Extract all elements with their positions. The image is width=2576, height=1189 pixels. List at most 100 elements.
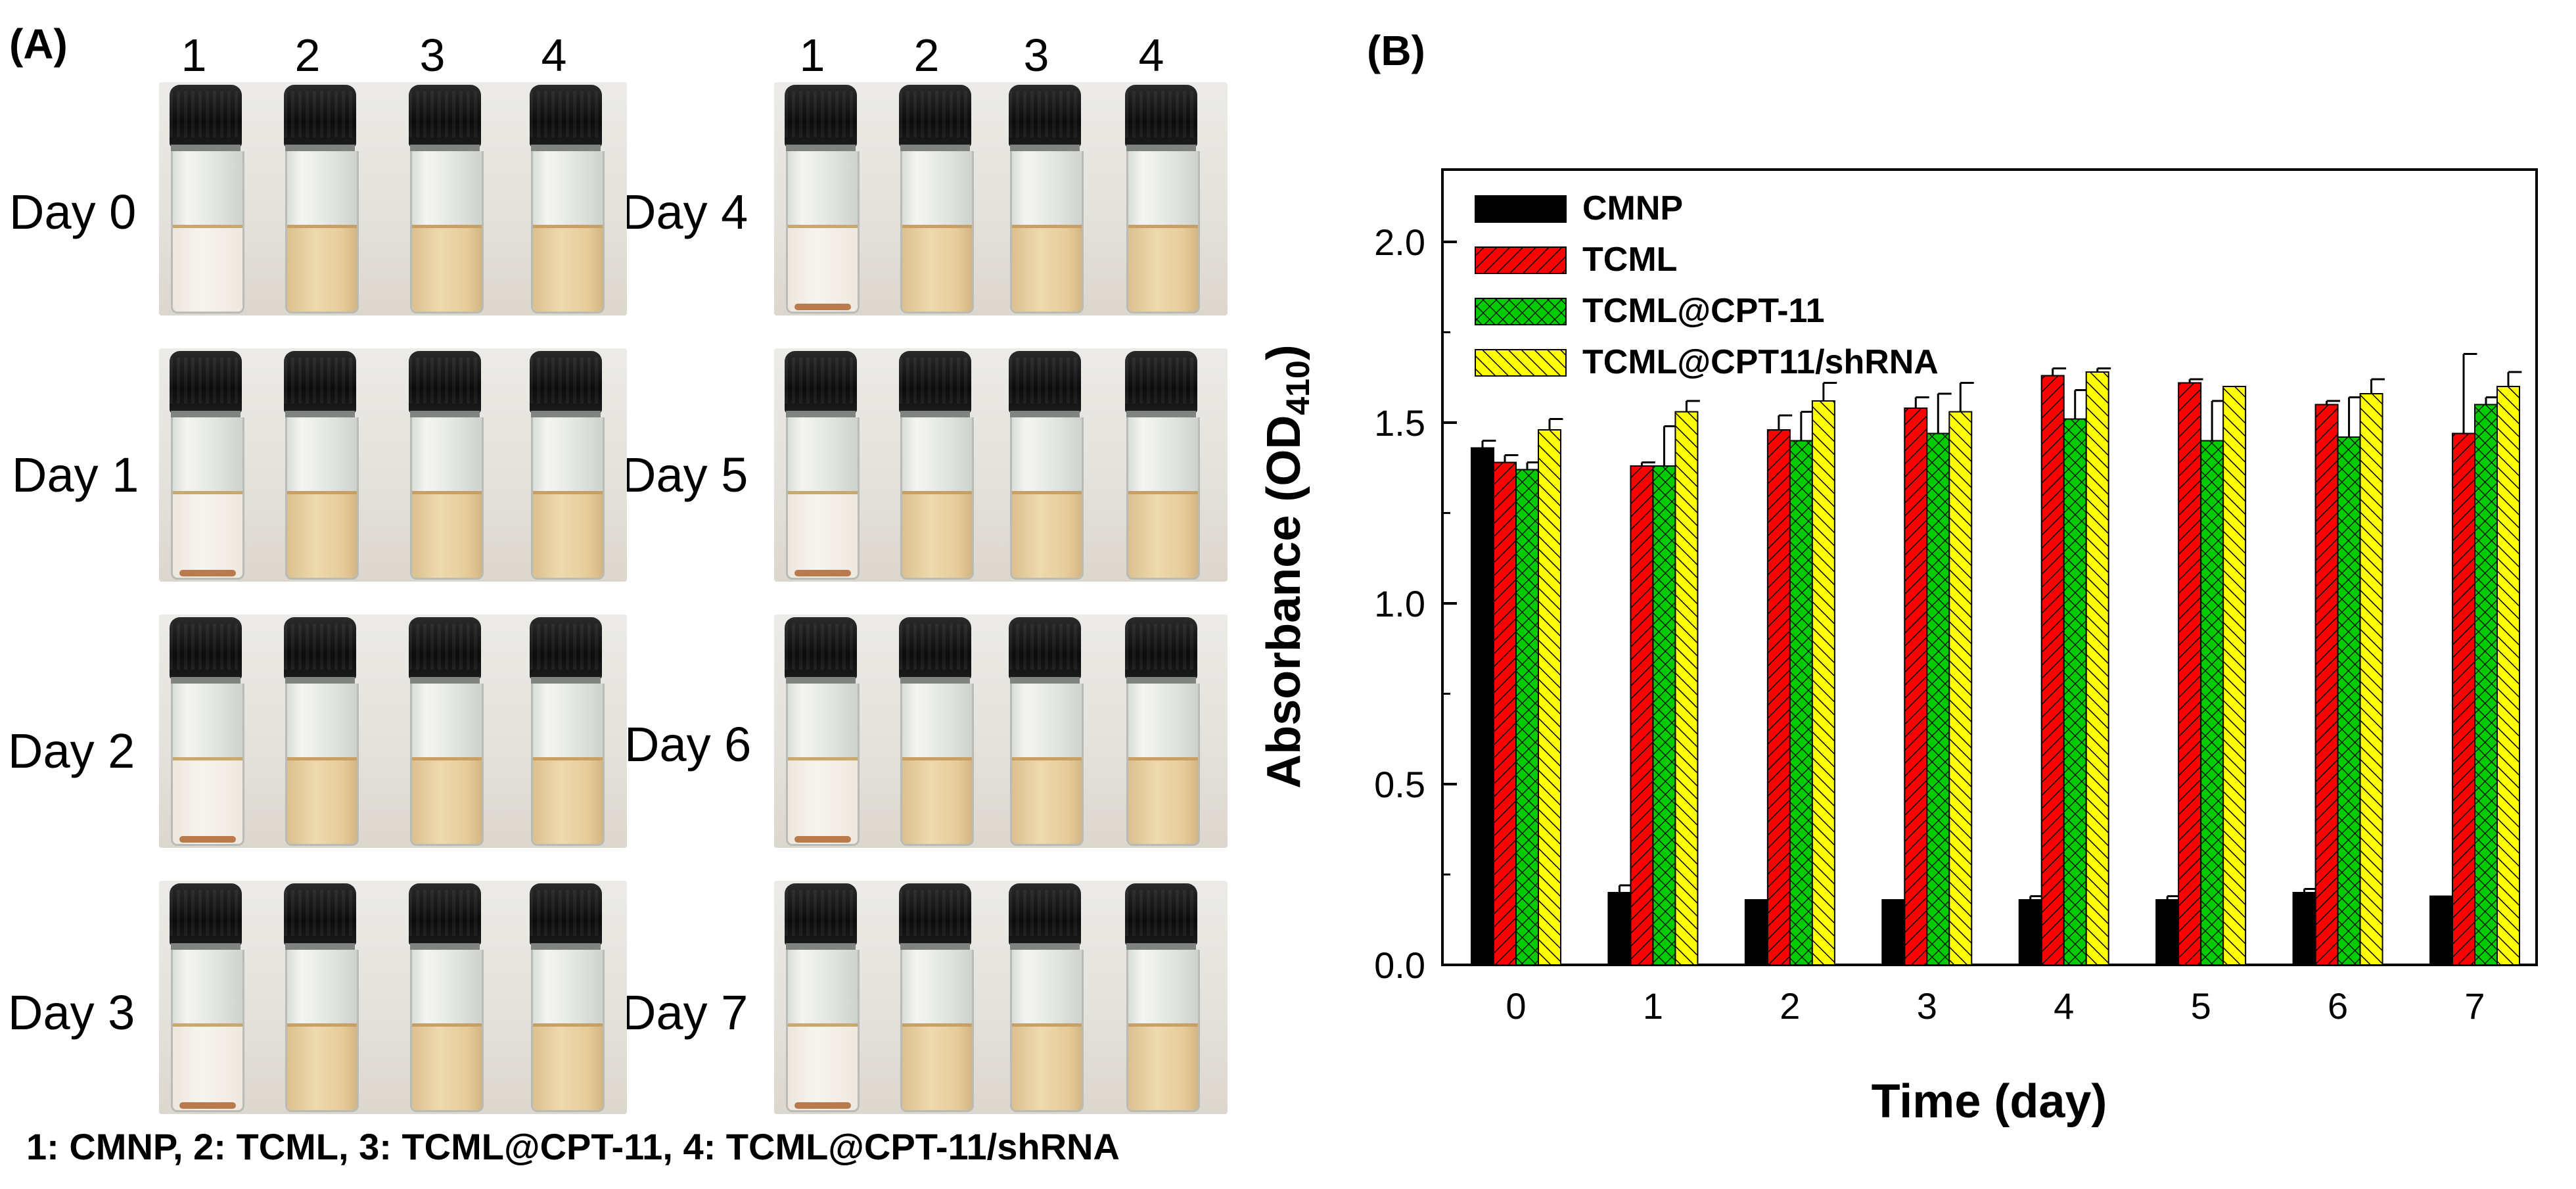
y-tick-label: 1.5 (1374, 402, 1425, 444)
day-label-5: Day 5 (621, 448, 748, 502)
legend-swatch-series-tcml (1475, 246, 1567, 274)
series-cmnp (1471, 440, 2453, 966)
x-tick-label: 6 (2328, 985, 2348, 1027)
vial-4 (1122, 881, 1200, 1114)
legend-label-series-tcml: TCML (1582, 241, 1677, 279)
vial-2 (281, 348, 359, 582)
bar (2359, 393, 2383, 966)
bar (2474, 404, 2498, 966)
bar (2292, 892, 2316, 966)
series-tcml (1493, 353, 2477, 966)
vial-2 (896, 348, 974, 582)
bar (2040, 375, 2065, 966)
bar (1538, 429, 1561, 966)
x-tick-label: 1 (1643, 985, 1663, 1027)
bar (1811, 400, 1835, 966)
x-axis-label: Time (day) (1872, 1075, 2107, 1128)
bar (1904, 408, 1928, 966)
vial-3 (406, 348, 484, 582)
vial-2 (896, 881, 974, 1114)
vial-3 (1006, 348, 1084, 582)
vial-4 (1122, 82, 1200, 315)
vial-2 (281, 881, 359, 1114)
day-label-2: Day 2 (8, 724, 135, 778)
vial-number-3-right: 3 (1023, 30, 1049, 81)
bar (1630, 465, 1654, 966)
x-tick-label: 2 (1780, 985, 1800, 1027)
bar (1881, 899, 1906, 966)
day-label-3: Day 3 (8, 985, 135, 1040)
vial-number-4-right: 4 (1138, 30, 1164, 81)
vial-1 (782, 348, 860, 582)
vial-2 (896, 82, 974, 315)
y-axis-label: Absorbance (OD410) (1258, 344, 1316, 789)
legend-swatch-series-tcml-cpt11-shrna (1475, 349, 1567, 377)
vial-number-1-right: 1 (799, 30, 825, 81)
panel-b-label: (B) (1367, 27, 1425, 74)
x-tick-label: 4 (2054, 985, 2074, 1027)
vial-4 (527, 348, 605, 582)
vial-number-4-left: 4 (541, 30, 567, 81)
vial-photo-day-1 (159, 348, 627, 582)
vial-3 (406, 82, 484, 315)
bar (2314, 404, 2339, 966)
bar (2178, 382, 2202, 966)
vial-2 (281, 82, 359, 315)
bar (1471, 447, 1494, 966)
vial-photo-day-6 (774, 615, 1228, 848)
bar (1744, 899, 1768, 966)
x-axis: 0 1 2 3 4 5 6 7 (1506, 950, 2485, 1027)
vial-4 (527, 615, 605, 848)
vial-1 (167, 881, 244, 1114)
y-tick-label: 1.0 (1374, 583, 1425, 624)
vial-number-2-right: 2 (913, 30, 940, 81)
plot-frame (1441, 168, 2538, 966)
bar (1515, 469, 1539, 966)
y-axis-label-main: Absorbance (OD (1258, 415, 1310, 789)
bar (1493, 461, 1517, 966)
series-tcml-cpt11-shrna (1538, 367, 2522, 966)
y-tick-label: 0.5 (1374, 764, 1425, 805)
vial-4 (1122, 348, 1200, 582)
vial-1 (782, 82, 860, 315)
vial-1 (167, 82, 244, 315)
chart-legend: CMNP TCML TCML@CPT-11 TCML@CPT11/shRNA (1475, 189, 1939, 381)
vial-3 (406, 881, 484, 1114)
bar (1948, 411, 1973, 966)
vial-photo-day-5 (774, 348, 1228, 582)
legend-label-series-tcml-cpt11: TCML@CPT-11 (1582, 292, 1825, 330)
bar (2200, 440, 2224, 966)
vial-2 (896, 615, 974, 848)
bar (2018, 899, 2042, 966)
vial-4 (1122, 615, 1200, 848)
vial-photo-day-7 (774, 881, 1228, 1114)
y-tick-label: 2.0 (1374, 221, 1425, 263)
day-label-4: Day 4 (621, 185, 748, 239)
day-label-7: Day 7 (621, 985, 748, 1040)
vial-1 (167, 348, 244, 582)
x-tick-label: 7 (2464, 985, 2485, 1027)
bar-series (1471, 353, 2522, 966)
bar (1766, 429, 1791, 966)
bar (2155, 899, 2180, 966)
bar (1789, 440, 1813, 966)
panel-a-label: (A) (9, 20, 68, 68)
bar (2452, 432, 2475, 966)
vial-number-2-left: 2 (294, 30, 321, 81)
vial-3 (1006, 615, 1084, 848)
x-tick-label: 0 (1506, 985, 1526, 1027)
bar (2063, 418, 2087, 966)
bar (2496, 386, 2520, 966)
bar (2429, 895, 2453, 966)
vial-4 (527, 82, 605, 315)
y-axis-label-subscript: 410 (1279, 360, 1316, 415)
vial-number-1-left: 1 (181, 30, 207, 81)
legend-label-series-tcml-cpt11-shrna: TCML@CPT11/shRNA (1582, 343, 1939, 381)
bar (2085, 371, 2109, 966)
y-axis-label-close: ) (1258, 344, 1310, 360)
vial-number-3-left: 3 (419, 30, 446, 81)
legend-label-series-cmnp: CMNP (1582, 189, 1683, 227)
bar (1926, 432, 1950, 966)
day-label-6: Day 6 (624, 717, 752, 772)
